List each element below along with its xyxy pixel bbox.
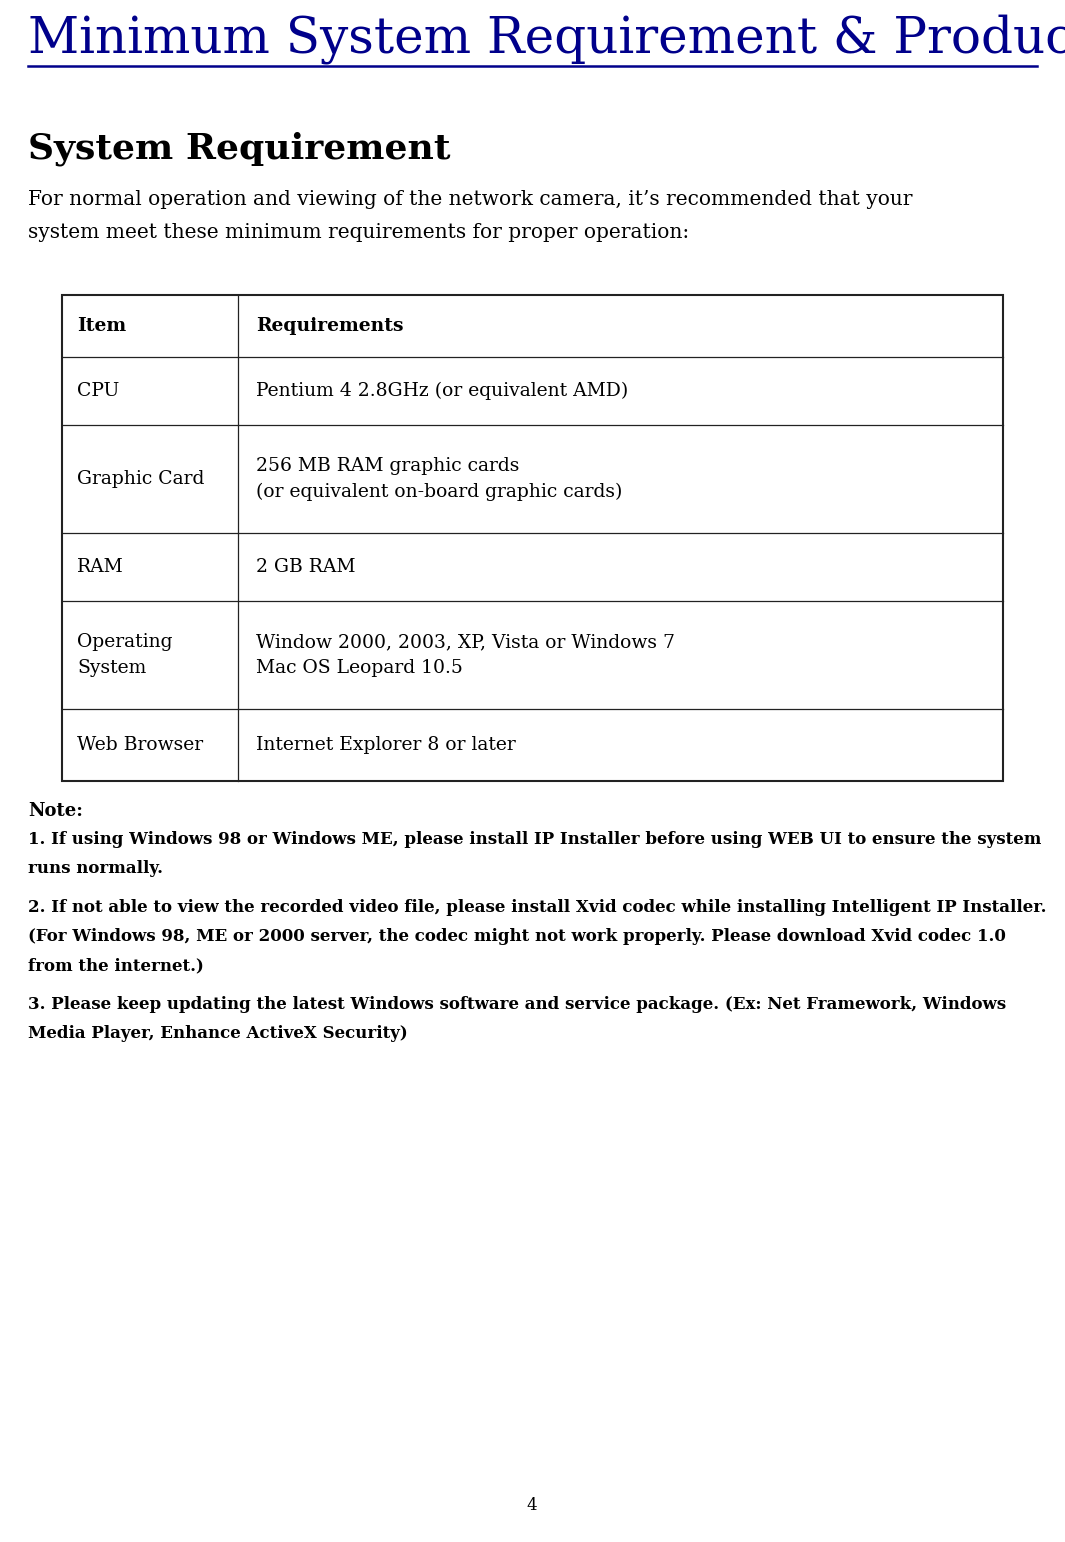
Text: CPU: CPU [77,382,119,399]
Text: Requirements: Requirements [256,318,404,335]
Text: Minimum System Requirement & Product Feature: Minimum System Requirement & Product Fea… [28,14,1065,63]
Text: Pentium 4 2.8GHz (or equivalent AMD): Pentium 4 2.8GHz (or equivalent AMD) [256,382,628,399]
Text: Item: Item [77,318,126,335]
Text: Media Player, Enhance ActiveX Security): Media Player, Enhance ActiveX Security) [28,1025,408,1042]
Text: System: System [77,658,146,677]
Text: Window 2000, 2003, XP, Vista or Windows 7: Window 2000, 2003, XP, Vista or Windows … [256,634,675,651]
Text: (For Windows 98, ME or 2000 server, the codec might not work properly. Please do: (For Windows 98, ME or 2000 server, the … [28,928,1005,945]
Text: Note:: Note: [28,802,83,820]
Text: 3. Please keep updating the latest Windows software and service package. (Ex: Ne: 3. Please keep updating the latest Windo… [28,996,1006,1013]
Text: Mac OS Leopard 10.5: Mac OS Leopard 10.5 [256,658,463,677]
Text: from the internet.): from the internet.) [28,958,203,975]
Text: 2 GB RAM: 2 GB RAM [256,558,356,577]
Text: Operating: Operating [77,634,173,651]
Text: 1. If using Windows 98 or Windows ME, please install IP Installer before using W: 1. If using Windows 98 or Windows ME, pl… [28,831,1042,848]
Text: (or equivalent on-board graphic cards): (or equivalent on-board graphic cards) [256,483,622,501]
Text: 2. If not able to view the recorded video file, please install Xvid codec while : 2. If not able to view the recorded vide… [28,899,1047,916]
Text: Internet Explorer 8 or later: Internet Explorer 8 or later [256,736,515,754]
Text: For normal operation and viewing of the network camera, it’s recommended that yo: For normal operation and viewing of the … [28,190,913,210]
Text: System Requirement: System Requirement [28,131,450,165]
Text: 4: 4 [527,1497,538,1514]
Bar [62,295,1003,780]
Text: runs normally.: runs normally. [28,860,163,877]
Text: RAM: RAM [77,558,124,577]
Text: Graphic Card: Graphic Card [77,470,204,487]
Text: system meet these minimum requirements for proper operation:: system meet these minimum requirements f… [28,224,689,242]
Text: 256 MB RAM graphic cards: 256 MB RAM graphic cards [256,456,520,475]
Text: Web Browser: Web Browser [77,736,203,754]
